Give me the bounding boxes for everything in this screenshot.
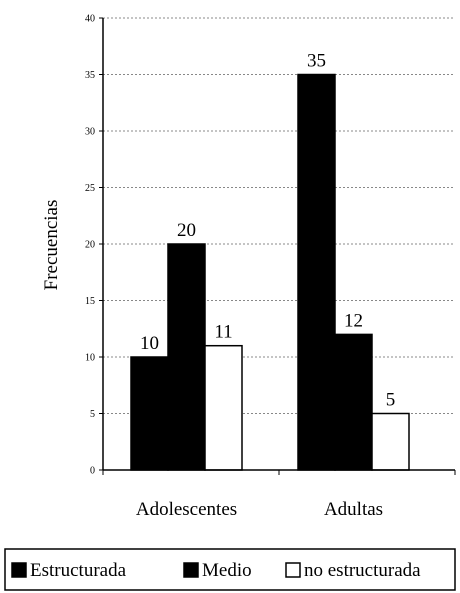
legend-label: Estructurada [30, 560, 127, 581]
category-label: Adolescentes [136, 499, 237, 520]
y-tick-label: 0 [90, 466, 95, 477]
y-tick-label: 20 [85, 240, 95, 251]
legend: Estructurada Medio no estructurada [4, 548, 456, 591]
legend-label: no estructurada [304, 560, 421, 581]
data-label: 35 [307, 51, 326, 72]
y-tick-label: 25 [85, 183, 95, 194]
bar [130, 356, 169, 471]
bar [297, 73, 336, 471]
y-tick-label: 15 [85, 296, 95, 307]
data-label: 11 [214, 322, 232, 343]
data-labels: 10 20 11 35 12 5 [140, 51, 395, 411]
bar [167, 243, 206, 471]
category-labels: Adolescentes Adultas [136, 499, 383, 520]
bar [371, 412, 410, 471]
legend-swatch [285, 562, 301, 578]
legend-label: Medio [202, 560, 252, 581]
legend-box [4, 548, 456, 591]
tick-labels: 0 5 10 15 20 25 30 35 40 [85, 14, 95, 477]
legend-swatch [11, 562, 27, 578]
legend-swatch [183, 562, 199, 578]
bar [204, 344, 243, 471]
y-tick-label: 10 [85, 353, 95, 364]
y-tick-label: 30 [85, 127, 95, 138]
y-tick-label: 40 [85, 14, 95, 25]
y-tick-label: 35 [85, 70, 95, 81]
y-axis-title: Frecuencias [41, 200, 62, 291]
category-label: Adultas [324, 499, 383, 520]
data-label: 12 [344, 310, 363, 331]
bar [334, 333, 373, 471]
axes [102, 18, 456, 475]
data-label: 20 [177, 220, 196, 241]
data-label: 10 [140, 333, 159, 354]
y-tick-label: 5 [90, 409, 95, 420]
data-label: 5 [386, 390, 396, 411]
bars [130, 73, 410, 471]
